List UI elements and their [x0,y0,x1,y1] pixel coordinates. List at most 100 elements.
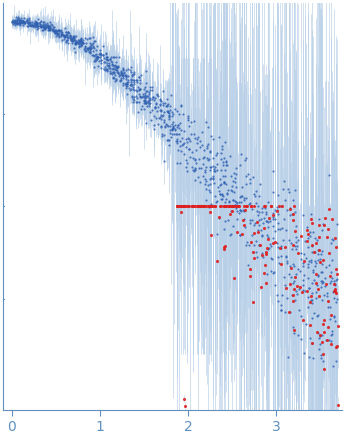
Point [39,23,45,30]
Point [319,280,325,287]
Point [147,87,152,94]
Point [282,281,288,288]
Point [33,19,39,26]
Point [193,165,198,172]
Point [178,208,184,215]
Point [237,206,243,213]
Point [328,268,334,275]
Point [227,231,233,238]
Point [174,124,179,131]
Point [104,66,110,73]
Point [168,133,174,140]
Point [87,46,92,53]
Point [300,316,306,323]
Point [254,218,259,225]
Point [56,32,62,39]
Point [220,172,225,179]
Point [70,34,76,41]
Point [117,76,123,83]
Point [88,41,94,48]
Point [190,203,196,210]
Point [278,244,283,251]
Point [168,103,173,110]
Point [293,297,298,304]
Point [107,65,113,72]
Point [298,255,304,262]
Point [94,56,100,63]
Point [288,264,294,271]
Point [32,22,38,29]
Point [267,217,273,224]
Point [332,288,337,295]
Point [65,29,71,36]
Point [167,141,172,148]
Point [278,302,284,309]
Point [335,342,340,349]
Point [319,261,325,268]
Point [283,254,288,261]
Point [313,270,319,277]
Point [81,45,87,52]
Point [133,92,138,99]
Point [208,203,214,210]
Point [71,44,77,51]
Point [166,115,171,122]
Point [305,243,310,250]
Point [244,181,249,188]
Point [82,48,87,55]
Point [275,291,280,298]
Point [42,25,47,32]
Point [281,177,286,184]
Point [56,30,61,37]
Point [216,133,222,140]
Point [90,44,96,51]
Point [42,26,48,33]
Point [285,258,290,265]
Point [322,222,327,229]
Point [104,65,109,72]
Point [40,22,46,29]
Point [159,133,164,140]
Point [256,203,261,210]
Point [72,39,78,46]
Point [207,180,213,187]
Point [124,80,130,87]
Point [202,166,208,173]
Point [309,300,315,307]
Point [170,127,175,134]
Point [130,86,136,93]
Point [53,27,58,34]
Point [304,254,309,261]
Point [228,231,233,238]
Point [86,35,92,42]
Point [263,248,268,255]
Point [295,250,301,257]
Point [91,45,97,52]
Point [192,177,198,184]
Point [317,346,322,353]
Point [22,19,27,26]
Point [252,193,258,200]
Point [276,211,281,218]
Point [326,261,331,268]
Point [161,108,167,115]
Point [123,79,128,86]
Point [315,236,320,243]
Point [14,20,20,27]
Point [44,21,49,28]
Point [223,198,228,205]
Point [86,45,91,52]
Point [195,140,200,147]
Point [47,24,52,31]
Point [29,22,34,29]
Point [82,46,88,53]
Point [270,212,276,218]
Point [18,17,23,24]
Point [129,94,135,101]
Point [16,20,22,27]
Point [51,28,57,35]
Point [240,193,245,200]
Point [112,72,118,79]
Point [46,26,52,33]
Point [294,246,299,253]
